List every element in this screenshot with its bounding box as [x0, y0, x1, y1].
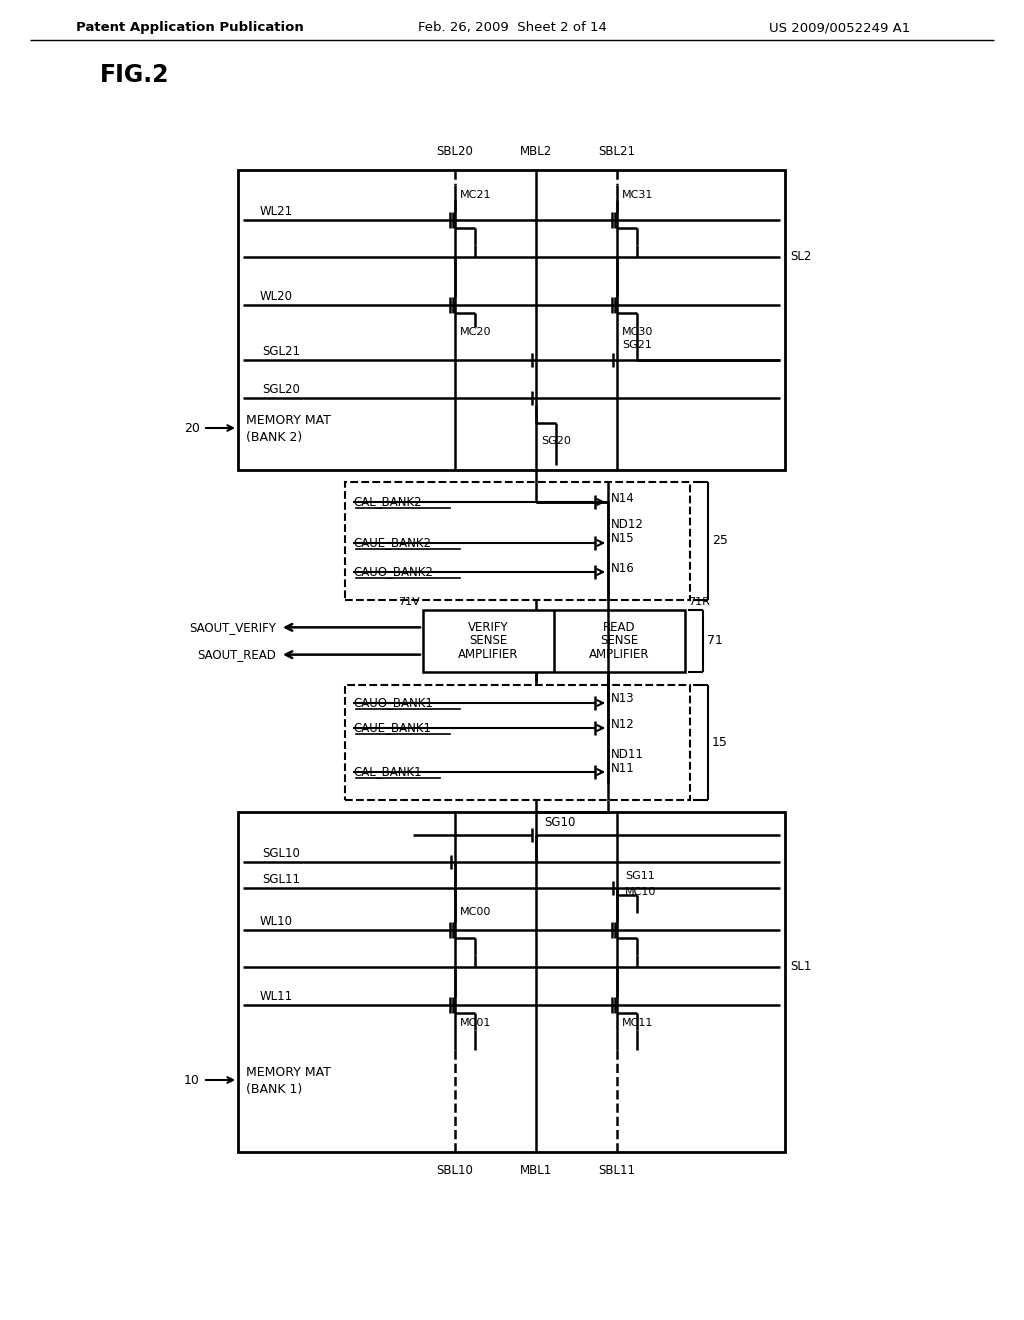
Text: MBL2: MBL2	[520, 145, 552, 158]
Text: SG20: SG20	[541, 436, 570, 446]
Bar	[345, 685, 690, 800]
Text: MC01: MC01	[460, 1018, 492, 1028]
Text: 10: 10	[184, 1073, 200, 1086]
Text: AMPLIFIER: AMPLIFIER	[589, 648, 649, 661]
Text: N15: N15	[611, 532, 635, 545]
Text: WL21: WL21	[260, 205, 293, 218]
Bar	[238, 170, 785, 470]
Text: SBL11: SBL11	[598, 1164, 636, 1177]
Text: SGL11: SGL11	[262, 873, 300, 886]
Text: CAUE_BANK1: CAUE_BANK1	[353, 722, 431, 734]
Text: Patent Application Publication: Patent Application Publication	[76, 21, 304, 34]
Text: N11: N11	[611, 762, 635, 775]
Bar	[238, 812, 785, 1152]
Text: SG21: SG21	[622, 341, 652, 350]
Text: VERIFY: VERIFY	[468, 620, 508, 634]
Text: SENSE: SENSE	[469, 635, 507, 648]
Text: CAUO_BANK2: CAUO_BANK2	[353, 565, 433, 578]
Text: FIG.2: FIG.2	[100, 63, 170, 87]
Text: CAUE_BANK2: CAUE_BANK2	[353, 536, 431, 549]
Text: MC00: MC00	[460, 907, 492, 917]
Text: CAL_BANK1: CAL_BANK1	[353, 766, 422, 779]
Text: SBL10: SBL10	[436, 1164, 473, 1177]
Text: MC10: MC10	[625, 887, 656, 898]
Text: SG10: SG10	[544, 817, 575, 829]
Text: CAUO_BANK1: CAUO_BANK1	[353, 697, 433, 710]
Text: SENSE: SENSE	[600, 635, 638, 648]
Text: 71V: 71V	[398, 597, 420, 607]
Text: SL1: SL1	[790, 961, 811, 974]
Bar	[423, 610, 685, 672]
Text: ND12: ND12	[611, 519, 644, 532]
Text: US 2009/0052249 A1: US 2009/0052249 A1	[769, 21, 910, 34]
Bar	[345, 482, 690, 601]
Text: N12: N12	[611, 718, 635, 730]
Text: SAOUT_VERIFY: SAOUT_VERIFY	[189, 620, 276, 634]
Text: SL2: SL2	[790, 251, 811, 264]
Text: 20: 20	[184, 421, 200, 434]
Text: AMPLIFIER: AMPLIFIER	[458, 648, 518, 661]
Text: MC20: MC20	[460, 327, 492, 337]
Text: WL11: WL11	[260, 990, 293, 1003]
Text: N14: N14	[611, 491, 635, 504]
Text: Feb. 26, 2009  Sheet 2 of 14: Feb. 26, 2009 Sheet 2 of 14	[418, 21, 606, 34]
Text: SGL10: SGL10	[262, 847, 300, 861]
Text: 25: 25	[712, 535, 728, 548]
Text: MEMORY MAT: MEMORY MAT	[246, 1065, 331, 1078]
Text: SAOUT_READ: SAOUT_READ	[198, 648, 276, 661]
Text: SGL20: SGL20	[262, 383, 300, 396]
Text: MBL1: MBL1	[520, 1164, 552, 1177]
Text: SG11: SG11	[625, 871, 654, 880]
Text: (BANK 2): (BANK 2)	[246, 430, 302, 444]
Text: MEMORY MAT: MEMORY MAT	[246, 413, 331, 426]
Text: SGL21: SGL21	[262, 345, 300, 358]
Text: (BANK 1): (BANK 1)	[246, 1082, 302, 1096]
Text: MC21: MC21	[460, 190, 492, 201]
Text: SBL21: SBL21	[598, 145, 636, 158]
Text: WL20: WL20	[260, 290, 293, 304]
Text: 71: 71	[707, 635, 723, 648]
Text: N13: N13	[611, 693, 635, 705]
Text: ND11: ND11	[611, 747, 644, 760]
Text: CAL_BANK2: CAL_BANK2	[353, 495, 422, 508]
Text: MC30: MC30	[622, 327, 653, 337]
Text: WL10: WL10	[260, 915, 293, 928]
Text: N16: N16	[611, 561, 635, 574]
Text: MC11: MC11	[622, 1018, 653, 1028]
Text: MC31: MC31	[622, 190, 653, 201]
Text: 15: 15	[712, 737, 728, 748]
Text: SBL20: SBL20	[436, 145, 473, 158]
Text: 71R: 71R	[688, 597, 710, 607]
Text: READ: READ	[603, 620, 635, 634]
